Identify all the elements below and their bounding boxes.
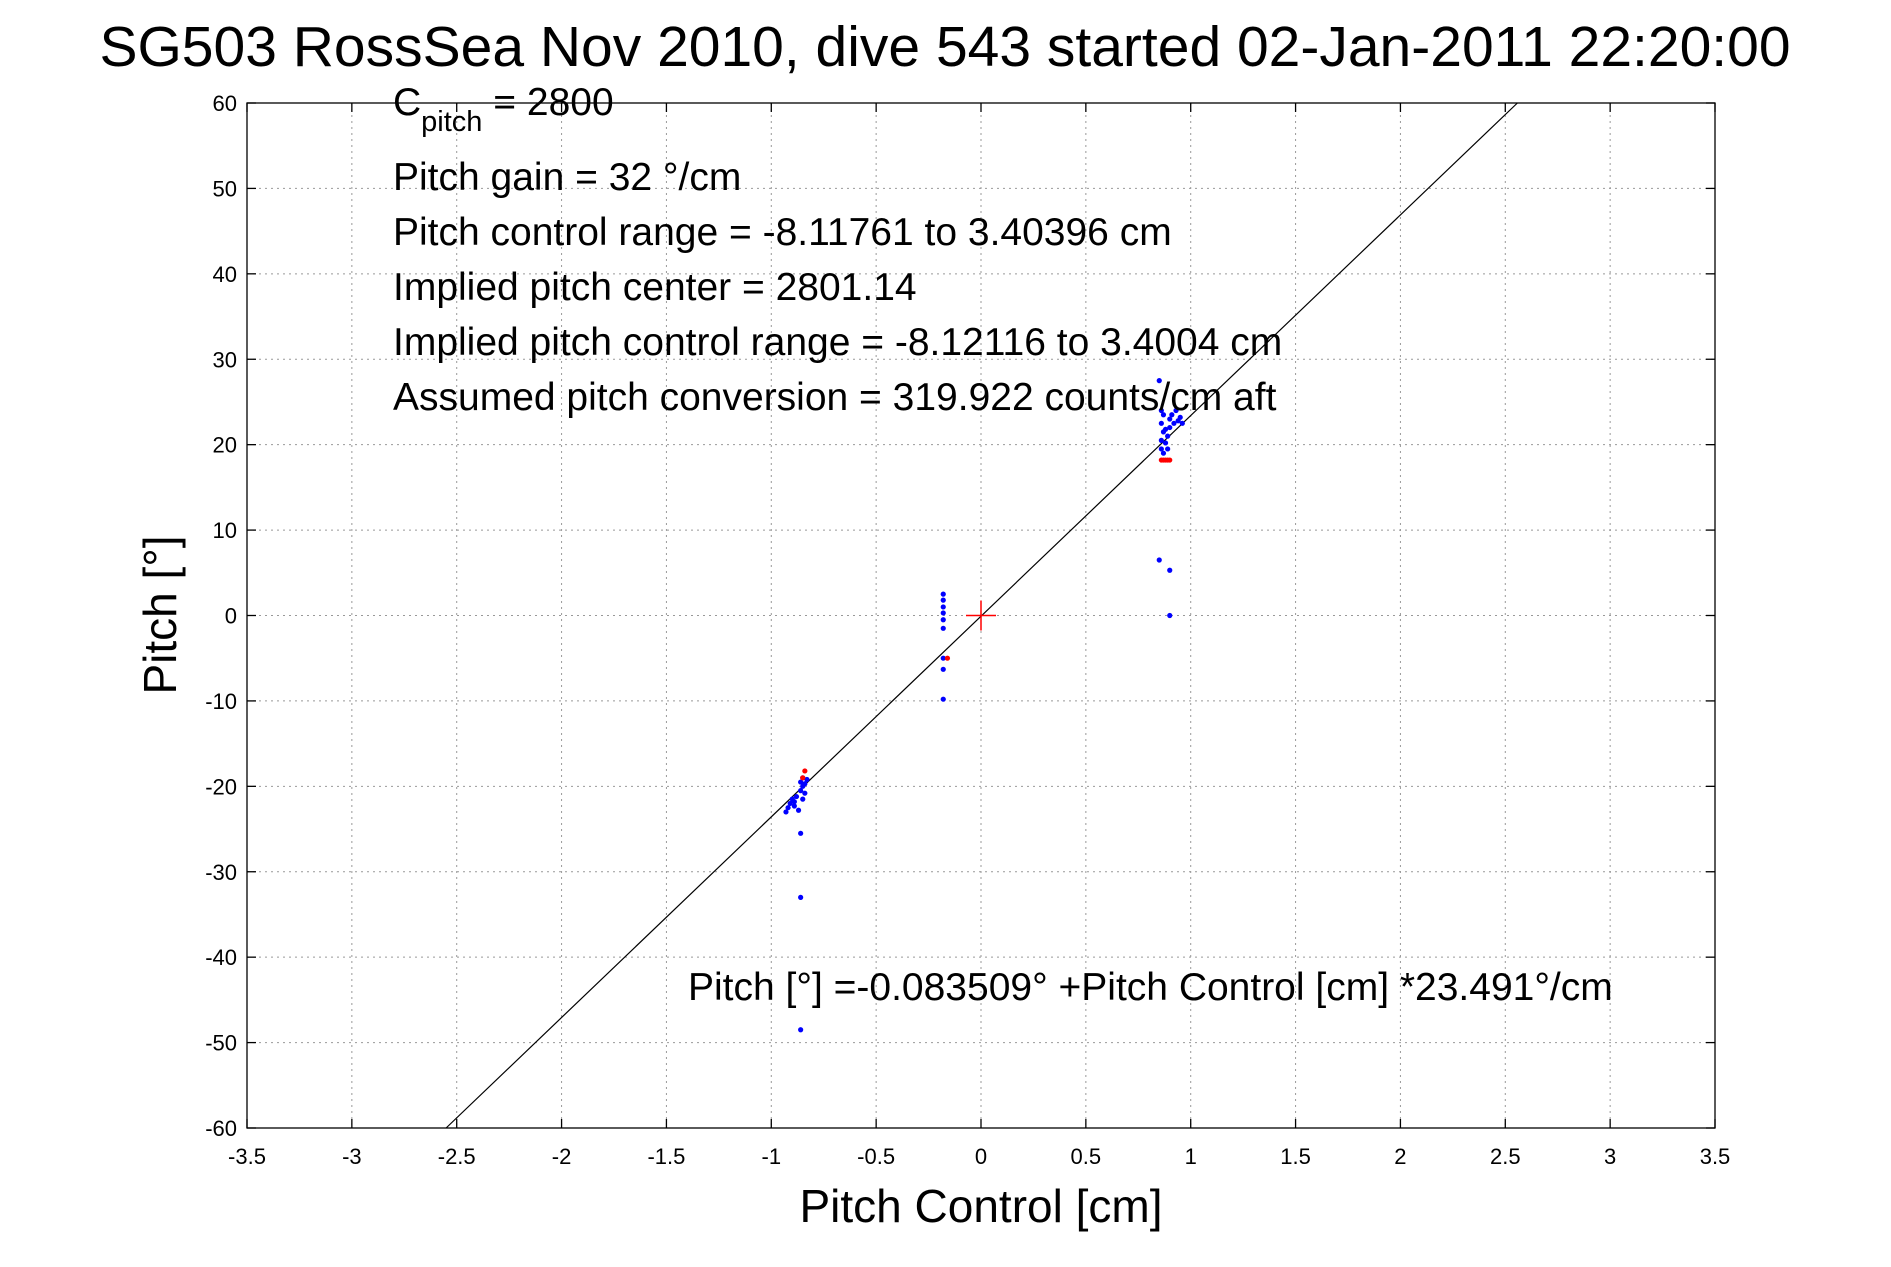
blue-data-point xyxy=(940,604,946,610)
blue-data-point xyxy=(1158,420,1164,426)
y-tick-label: 0 xyxy=(225,604,237,629)
blue-data-point xyxy=(940,625,946,631)
blue-data-point xyxy=(1156,557,1162,563)
red-data-point xyxy=(802,768,808,774)
blue-data-point xyxy=(798,830,804,836)
blue-data-point xyxy=(1165,446,1171,452)
blue-data-point xyxy=(798,788,804,794)
blue-data-point xyxy=(791,799,797,805)
blue-data-point xyxy=(800,796,806,802)
blue-data-point xyxy=(783,809,789,815)
x-tick-label: 3.5 xyxy=(1700,1144,1731,1169)
blue-data-point xyxy=(940,617,946,623)
blue-data-point xyxy=(1158,407,1164,414)
assumed-pitch-conversion-annotation: Assumed pitch conversion = 319.922 count… xyxy=(393,376,1277,419)
blue-data-point xyxy=(1160,412,1167,418)
x-tick-label: 2.5 xyxy=(1490,1144,1521,1169)
blue-data-point xyxy=(1167,567,1173,573)
y-tick-label: 10 xyxy=(213,518,237,543)
blue-data-point xyxy=(1171,420,1177,426)
y-tick-label: -60 xyxy=(205,1116,237,1141)
blue-data-point xyxy=(1173,407,1179,414)
y-tick-label: -40 xyxy=(205,945,237,970)
c-pitch-annotation: Cpitch = 2800 xyxy=(393,81,614,138)
blue-data-point xyxy=(1162,440,1169,446)
blue-data-point xyxy=(1158,446,1164,452)
y-tick-label: -50 xyxy=(205,1031,237,1056)
y-axis-label: Pitch [°] xyxy=(134,535,186,694)
x-tick-label: -0.5 xyxy=(857,1144,895,1169)
blue-data-point xyxy=(785,805,791,811)
blue-data-point xyxy=(791,803,797,809)
blue-data-point xyxy=(1158,437,1164,443)
x-tick-label: 1.5 xyxy=(1280,1144,1311,1169)
blue-data-point xyxy=(940,655,946,661)
blue-data-point xyxy=(802,781,808,787)
chart-title: SG503 RossSea Nov 2010, dive 543 started… xyxy=(99,15,1790,79)
c-pitch-value: = 2800 xyxy=(482,81,613,124)
blue-data-point xyxy=(1167,612,1173,619)
blue-data-point xyxy=(1160,450,1167,456)
y-tick-label: 50 xyxy=(213,176,237,201)
y-tick-label: 60 xyxy=(213,91,237,116)
x-tick-label: -2.5 xyxy=(438,1144,476,1169)
blue-data-point xyxy=(1156,378,1162,384)
blue-data-point xyxy=(798,779,804,785)
blue-data-point xyxy=(940,666,946,672)
c-pitch-subscript: pitch xyxy=(421,106,482,138)
y-tick-labels: -60 -50 -40 -30 -20 -10 0 10 20 30 40 50 60 xyxy=(205,91,237,1141)
center-marker-layer xyxy=(966,600,996,631)
y-tick-label: 30 xyxy=(213,347,237,372)
x-tick-label: -2 xyxy=(552,1144,572,1169)
blue-data-point xyxy=(787,800,793,807)
x-tick-label: 0 xyxy=(975,1144,987,1169)
x-tick-label: 2 xyxy=(1394,1144,1406,1169)
blue-data-point xyxy=(1167,424,1173,431)
blue-data-point xyxy=(940,696,946,702)
blue-data-point xyxy=(798,1027,804,1033)
data-points-layer xyxy=(783,378,1185,1033)
axis-ticks xyxy=(246,102,1716,1129)
blue-data-point xyxy=(1179,420,1185,426)
x-tick-label: -3 xyxy=(342,1144,362,1169)
c-pitch-symbol: C xyxy=(393,81,421,124)
blue-data-point xyxy=(793,793,800,800)
pitch-control-range-annotation: Pitch control range = -8.11761 to 3.4039… xyxy=(393,211,1172,254)
blue-data-point xyxy=(1169,412,1175,418)
blue-data-point xyxy=(1177,414,1183,420)
implied-pitch-control-range-annotation: Implied pitch control range = -8.12116 t… xyxy=(393,321,1282,364)
blue-data-point xyxy=(1165,433,1171,439)
blue-data-point xyxy=(802,790,808,796)
x-tick-label: -1.5 xyxy=(647,1144,685,1169)
blue-data-point xyxy=(940,591,946,597)
blue-data-point xyxy=(798,894,804,900)
blue-data-point xyxy=(940,597,946,603)
y-tick-label: 40 xyxy=(213,262,237,287)
blue-data-point xyxy=(940,610,946,616)
y-tick-label: 20 xyxy=(213,433,237,458)
red-data-point xyxy=(944,655,951,661)
x-tick-labels: -3.5 -3 -2.5 -2 -1.5 -1 -0.5 0 0.5 1 1.5 2 2.5 3 3.5 xyxy=(228,1144,1730,1169)
y-tick-label: -10 xyxy=(205,689,237,714)
red-data-point xyxy=(1167,457,1173,463)
x-tick-label: 3 xyxy=(1604,1144,1616,1169)
y-tick-label: -30 xyxy=(205,860,237,885)
red-data-point xyxy=(800,775,806,781)
y-tick-label: -20 xyxy=(205,774,237,799)
blue-data-point xyxy=(804,776,810,783)
implied-pitch-center-annotation: Implied pitch center = 2801.14 xyxy=(393,266,917,309)
x-tick-label: -3.5 xyxy=(228,1144,266,1169)
blue-data-point xyxy=(1167,416,1173,422)
pitch-gain-annotation: Pitch gain = 32 °/cm xyxy=(393,156,741,199)
x-tick-label: 1 xyxy=(1185,1144,1197,1169)
fit-equation-annotation: Pitch [°] =-0.083509° +Pitch Control [cm… xyxy=(688,966,1613,1009)
x-axis-label: Pitch Control [cm] xyxy=(800,1180,1163,1232)
x-tick-label: -1 xyxy=(762,1144,782,1169)
blue-data-point xyxy=(1162,426,1169,432)
blue-data-point xyxy=(795,807,802,813)
x-tick-label: 0.5 xyxy=(1071,1144,1102,1169)
